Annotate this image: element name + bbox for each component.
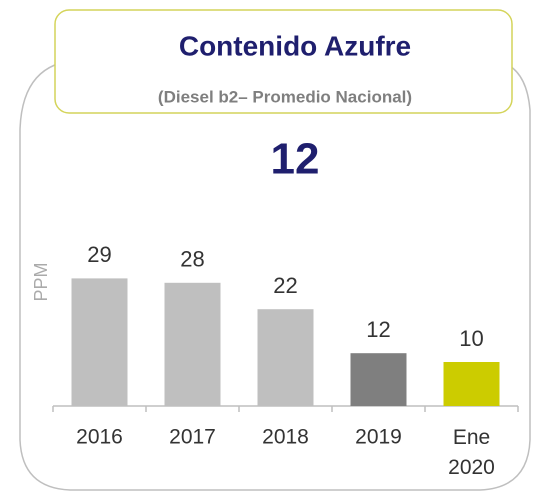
x-tick-label: 2017	[169, 426, 216, 449]
value-label: 10	[459, 326, 483, 351]
x-tick-label: Ene 2020	[448, 426, 495, 479]
bar	[71, 278, 128, 406]
title-box	[54, 9, 513, 114]
value-label: 28	[180, 247, 204, 272]
value-label: 22	[273, 273, 297, 298]
bar	[164, 282, 221, 406]
annotation: 12	[271, 135, 320, 184]
value-label: 12	[366, 317, 390, 342]
x-tick-label: 2018	[262, 426, 309, 449]
bar	[443, 362, 500, 406]
frame	[19, 59, 531, 491]
chart-title: Contenido Azufre	[179, 30, 411, 61]
bar	[350, 353, 407, 406]
bar	[257, 309, 314, 406]
y-axis-label: PPM	[31, 262, 51, 301]
value-label: 29	[87, 242, 111, 267]
chart-subtitle: (Diesel b2– Promedio Nacional)	[158, 87, 412, 106]
x-tick-label: 2016	[76, 426, 123, 449]
x-tick-label: 2019	[355, 426, 402, 449]
